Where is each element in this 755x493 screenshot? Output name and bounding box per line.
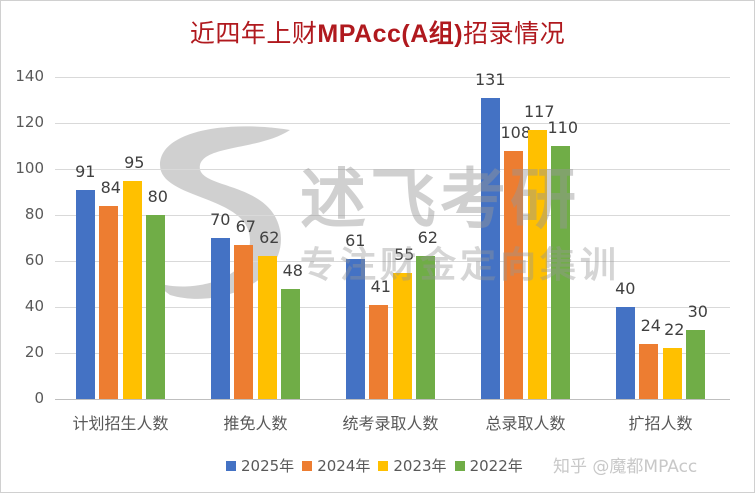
gridline bbox=[55, 353, 730, 354]
y-tick-label: 80 bbox=[24, 205, 44, 223]
gridline bbox=[55, 123, 730, 124]
x-tick-label: 统考录取人数 bbox=[342, 414, 439, 433]
watermark-brand: 述飞考研 bbox=[300, 161, 580, 238]
bar-2025年 bbox=[615, 307, 635, 399]
gridline bbox=[55, 261, 730, 262]
legend-item[interactable]: 2022年 bbox=[454, 455, 523, 476]
bar-2025年 bbox=[345, 258, 365, 399]
y-tick-label: 60 bbox=[24, 251, 44, 269]
legend-swatch-icon bbox=[226, 460, 236, 471]
legend-label: 2025年 bbox=[241, 457, 295, 475]
data-label: 24 bbox=[640, 315, 661, 335]
watermark-slogan: 专注财金定向集训 bbox=[300, 245, 621, 286]
data-label: 91 bbox=[75, 161, 96, 181]
data-label: 40 bbox=[615, 279, 636, 298]
chart-title: 近四年上财MPAcc(A组)招录情况 bbox=[0, 14, 755, 50]
x-tick-label: 计划招生人数 bbox=[72, 414, 169, 433]
y-tick-label: 40 bbox=[24, 297, 44, 315]
bar-2025年 bbox=[210, 238, 230, 399]
credit-watermark: 知乎 @魔都MPAcc bbox=[553, 457, 698, 477]
bar-2023年 bbox=[257, 256, 277, 399]
data-label: 131 bbox=[474, 69, 506, 89]
data-label: 80 bbox=[147, 187, 168, 206]
title-bold: MPAcc(A组) bbox=[317, 20, 464, 48]
x-axis-line bbox=[55, 399, 730, 400]
bar-2024年 bbox=[639, 343, 659, 399]
bar-2023年 bbox=[662, 348, 682, 399]
bar-2022年 bbox=[416, 256, 436, 399]
bar-2023年 bbox=[392, 272, 412, 399]
x-tick-label: 扩招人数 bbox=[628, 414, 693, 433]
data-label: 22 bbox=[664, 320, 685, 340]
bar-2024年 bbox=[99, 205, 119, 399]
legend-item[interactable]: 2025年 bbox=[226, 455, 294, 476]
bar-2022年 bbox=[281, 288, 301, 399]
data-label: 48 bbox=[282, 260, 303, 280]
data-label: 84 bbox=[100, 177, 121, 197]
bar-2024年 bbox=[369, 304, 389, 399]
y-tick-label: 100 bbox=[15, 159, 44, 177]
bar-2025年 bbox=[480, 97, 500, 399]
data-label: 62 bbox=[417, 228, 438, 248]
y-tick-label: 0 bbox=[34, 389, 44, 407]
bar-2025年 bbox=[75, 189, 95, 399]
bar-2022年 bbox=[686, 330, 706, 399]
plot-area: 91 84 95 80 70 67 62 48 61 41 55 62 131 108 117 110 40 24… bbox=[55, 70, 730, 400]
data-label: 41 bbox=[370, 276, 391, 296]
y-tick-label: 20 bbox=[24, 343, 44, 361]
gridline bbox=[55, 307, 730, 308]
data-label: 30 bbox=[687, 302, 708, 321]
data-label: 70 bbox=[210, 210, 231, 229]
bar-2024年 bbox=[234, 244, 254, 399]
legend-swatch-icon bbox=[454, 460, 465, 471]
legend-label: 2022年 bbox=[469, 457, 523, 475]
gridline bbox=[55, 215, 730, 216]
legend-label: 2023年 bbox=[393, 457, 447, 475]
data-label: 108 bbox=[500, 122, 532, 142]
bar-2022年 bbox=[551, 146, 571, 399]
data-label: 62 bbox=[259, 228, 280, 248]
data-label: 67 bbox=[235, 216, 256, 236]
bar-2023年 bbox=[527, 129, 547, 399]
legend: 2025年 2024年 2023年 2022年 bbox=[226, 455, 531, 476]
legend-swatch-icon bbox=[302, 460, 313, 471]
bar-2022年 bbox=[146, 215, 166, 399]
legend-item[interactable]: 2024年 bbox=[302, 455, 370, 476]
gridline bbox=[55, 169, 730, 170]
title-suffix: 招录情况 bbox=[463, 19, 566, 48]
legend-swatch-icon bbox=[378, 460, 389, 471]
title-prefix: 近四年上财 bbox=[189, 19, 318, 48]
x-tick-label: 总录取人数 bbox=[485, 414, 566, 433]
data-label: 95 bbox=[124, 152, 145, 172]
data-label: 117 bbox=[523, 101, 555, 121]
gridline bbox=[55, 77, 730, 78]
legend-item[interactable]: 2023年 bbox=[378, 455, 447, 476]
bar-2023年 bbox=[122, 180, 142, 399]
x-tick-label: 推免人数 bbox=[223, 414, 288, 433]
data-label: 61 bbox=[345, 230, 366, 250]
legend-label: 2024年 bbox=[317, 457, 371, 475]
y-tick-label: 140 bbox=[15, 67, 44, 85]
data-label: 55 bbox=[394, 244, 415, 264]
y-tick-label: 120 bbox=[15, 113, 44, 131]
data-label: 110 bbox=[547, 118, 579, 137]
bar-2024年 bbox=[504, 150, 524, 399]
